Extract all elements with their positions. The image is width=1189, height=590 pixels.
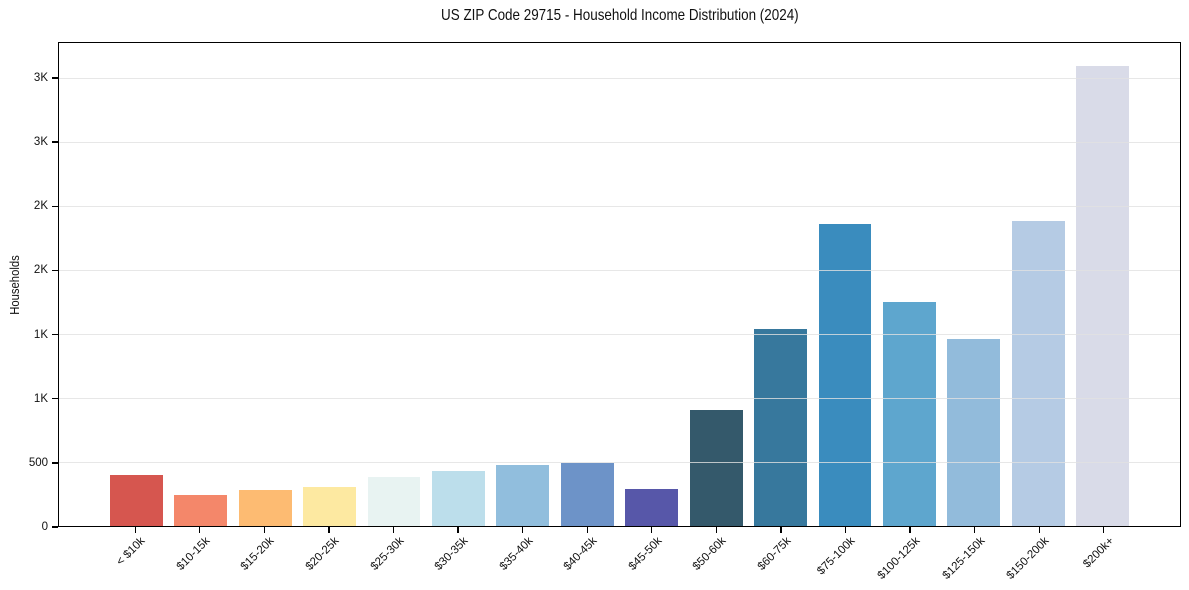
bars-layer bbox=[59, 43, 1180, 526]
y-tick-mark bbox=[52, 526, 58, 528]
x-tick-mark bbox=[263, 527, 266, 533]
bar bbox=[625, 488, 679, 526]
bar bbox=[109, 474, 163, 526]
bar bbox=[174, 494, 228, 526]
y-tick-label: 2K bbox=[33, 264, 48, 277]
x-tick-mark bbox=[586, 527, 588, 533]
plot-area bbox=[58, 42, 1181, 527]
x-tick-mark bbox=[651, 527, 653, 533]
bar bbox=[818, 224, 872, 526]
x-tick-mark bbox=[522, 527, 524, 533]
y-tick-label: 3K bbox=[33, 71, 48, 84]
bar bbox=[689, 409, 743, 526]
bar-slot bbox=[1071, 43, 1135, 526]
x-tick-mark bbox=[909, 527, 911, 533]
bar bbox=[560, 463, 614, 526]
bar-slot bbox=[942, 43, 1006, 526]
bar-slot bbox=[620, 43, 684, 526]
x-tick-mark bbox=[780, 527, 782, 533]
y-tick-label: 1K bbox=[33, 328, 48, 341]
x-tick-mark bbox=[844, 527, 847, 533]
y-axis-tick-labels: 0 500 1K 1K 2K 2K 3K 3K bbox=[0, 42, 48, 533]
y-tick-mark bbox=[52, 333, 58, 336]
y-axis-tick-marks bbox=[52, 42, 58, 528]
bar-slot bbox=[684, 43, 748, 526]
y-tick-mark bbox=[52, 269, 58, 272]
bar-slot bbox=[555, 43, 619, 526]
bar-slot bbox=[813, 43, 877, 526]
bar bbox=[238, 489, 292, 526]
y-tick-label: 500 bbox=[28, 456, 48, 469]
x-tick-mark bbox=[973, 527, 976, 533]
y-tick-label: 2K bbox=[33, 200, 48, 213]
x-tick-mark bbox=[199, 527, 201, 533]
y-tick-label: 1K bbox=[33, 392, 48, 405]
y-tick-label: 3K bbox=[33, 136, 48, 149]
bar bbox=[1011, 221, 1065, 526]
chart-title: US ZIP Code 29715 - Household Income Dis… bbox=[58, 7, 1181, 25]
bar bbox=[496, 465, 550, 526]
bar bbox=[303, 487, 356, 526]
bar-slot bbox=[1006, 43, 1070, 526]
bar bbox=[367, 476, 421, 526]
x-tick-mark bbox=[392, 527, 395, 533]
bar-slot bbox=[362, 43, 426, 526]
x-tick-mark bbox=[328, 527, 330, 533]
bar-slot bbox=[748, 43, 812, 526]
y-tick-mark bbox=[52, 141, 58, 143]
y-tick-mark bbox=[52, 205, 58, 207]
bar-slot bbox=[297, 43, 361, 526]
bar bbox=[947, 339, 1001, 526]
x-tick-mark bbox=[457, 527, 459, 533]
bar-slot bbox=[491, 43, 555, 526]
y-tick-mark bbox=[52, 77, 58, 79]
bar bbox=[1076, 66, 1130, 526]
x-axis-tick-labels: < $10k $10-15k $15-20k $20-25k $25-30k $30-35… bbox=[58, 535, 1181, 590]
x-tick-mark bbox=[1038, 527, 1040, 533]
bar-slot bbox=[104, 43, 168, 526]
bar-slot bbox=[233, 43, 297, 526]
y-tick-label: 0 bbox=[41, 521, 48, 533]
bar bbox=[754, 329, 807, 526]
y-tick-mark bbox=[52, 462, 58, 464]
bar bbox=[431, 471, 485, 526]
x-tick-label: < $10k bbox=[114, 535, 148, 569]
x-tick-mark bbox=[1103, 527, 1105, 533]
chart-title-text: US ZIP Code 29715 - Household Income Dis… bbox=[440, 7, 799, 24]
x-axis-tick-marks bbox=[58, 527, 1181, 533]
bar-slot bbox=[426, 43, 490, 526]
bar-slot bbox=[168, 43, 232, 526]
y-tick-mark bbox=[52, 398, 58, 400]
x-tick-mark bbox=[134, 527, 136, 533]
x-tick-mark bbox=[715, 527, 717, 533]
bar bbox=[883, 301, 936, 526]
bar-slot bbox=[877, 43, 941, 526]
